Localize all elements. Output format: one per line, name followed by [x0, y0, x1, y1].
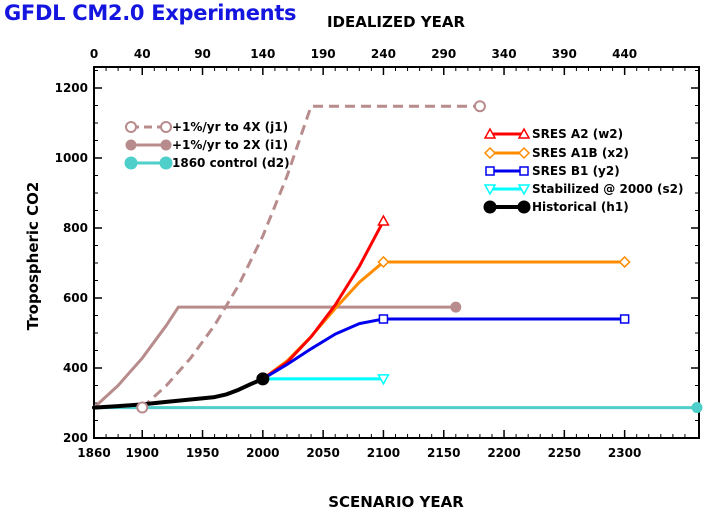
x-tick-label: 2200 — [487, 446, 520, 460]
top-x-tick-label: 40 — [134, 47, 151, 61]
legend-label-x2: SRES A1B (x2) — [532, 146, 629, 160]
x-tick-label: 1900 — [126, 446, 159, 460]
legend-label-d2: 1860 control (d2) — [172, 156, 290, 170]
y-tick-label: 1200 — [55, 81, 88, 95]
y-axis-title: Tropospheric CO2 — [24, 182, 42, 331]
series-layer — [92, 100, 703, 414]
series-marker-j1 — [136, 401, 149, 414]
series-marker-x2 — [377, 255, 390, 269]
legend-marker-j1 — [160, 121, 172, 133]
y-tick-label: 200 — [63, 431, 88, 445]
top-x-tick-label: 440 — [612, 47, 637, 61]
legend-label-i1: +1%/yr to 2X (i1) — [172, 138, 288, 152]
legend-marker-y2 — [485, 166, 495, 176]
legend-marker-h1 — [517, 200, 531, 214]
legend-marker-y2 — [519, 166, 529, 176]
x-tick-label: 2000 — [246, 446, 279, 460]
series-line-j1 — [141, 104, 480, 409]
top-axis-title: IDEALIZED YEAR — [327, 13, 466, 31]
legend-marker-h1 — [483, 200, 497, 214]
x-tick-label: 2250 — [548, 446, 581, 460]
series-marker-y2 — [619, 314, 630, 324]
top-x-tick-label: 90 — [194, 47, 211, 61]
series-marker-y2 — [378, 314, 389, 324]
legend-marker-d2 — [159, 156, 173, 170]
top-x-tick-label: 190 — [311, 47, 336, 61]
legend-marker-w2 — [483, 127, 497, 139]
plot-frame — [93, 66, 700, 439]
legend-label-s2: Stabilized @ 2000 (s2) — [532, 182, 684, 196]
legend-marker-x2 — [483, 146, 497, 160]
legend-layer: +1%/yr to 4X (j1) +1%/yr to 2X (i1) 1860 c… — [124, 120, 684, 214]
x-axis-title: SCENARIO YEAR — [328, 493, 464, 511]
legend-label-w2: SRES A2 (w2) — [532, 127, 623, 141]
y-tick-label: 600 — [63, 291, 88, 305]
series-line-i1 — [92, 305, 458, 410]
x-tick-label: 1950 — [186, 446, 219, 460]
top-x-tick-label: 340 — [492, 47, 517, 61]
x-tick-label: 2150 — [427, 446, 460, 460]
legend-label-y2: SRES B1 (y2) — [532, 164, 620, 178]
top-x-tick-label: 390 — [552, 47, 577, 61]
top-x-tick-label: 140 — [250, 47, 275, 61]
page-title: GFDL CM2.0 Experiments — [4, 1, 297, 25]
axes-layer: 1860 0 1900 40 1950 90 2000 140 2050 190 2100 240 21… — [55, 47, 699, 460]
legend-label-j1: +1%/yr to 4X (j1) — [172, 120, 288, 134]
legend-marker-i1 — [160, 139, 172, 151]
y-tick-label: 800 — [63, 221, 88, 235]
legend-marker-s2 — [483, 184, 497, 196]
legend-label-h1: Historical (h1) — [532, 200, 629, 214]
legend-marker-d2 — [124, 156, 138, 170]
series-marker-h1 — [256, 372, 270, 386]
series-marker-i1 — [450, 301, 462, 313]
top-x-tick-label: 0 — [90, 47, 98, 61]
legend-marker-s2 — [517, 184, 531, 196]
legend-marker-w2 — [517, 127, 531, 139]
series-marker-w2 — [377, 214, 390, 226]
series-marker-x2 — [618, 255, 631, 269]
top-x-tick-label: 240 — [371, 47, 396, 61]
legend-marker-x2 — [517, 146, 531, 160]
x-tick-label: 2100 — [367, 446, 400, 460]
x-tick-label: 2050 — [306, 446, 339, 460]
y-tick-label: 1000 — [55, 151, 88, 165]
series-marker-j1 — [473, 100, 486, 113]
x-tick-label: 1860 — [77, 446, 110, 460]
series-marker-d2 — [691, 402, 703, 414]
series-line-y2 — [261, 317, 627, 381]
legend-marker-j1 — [125, 121, 137, 133]
y-tick-label: 400 — [63, 361, 88, 375]
series-line-h1 — [92, 376, 265, 410]
series-line-w2 — [261, 219, 385, 381]
legend-marker-i1 — [125, 139, 137, 151]
top-x-tick-label: 290 — [431, 47, 456, 61]
series-marker-s2 — [377, 374, 390, 386]
x-tick-label: 2300 — [608, 446, 641, 460]
